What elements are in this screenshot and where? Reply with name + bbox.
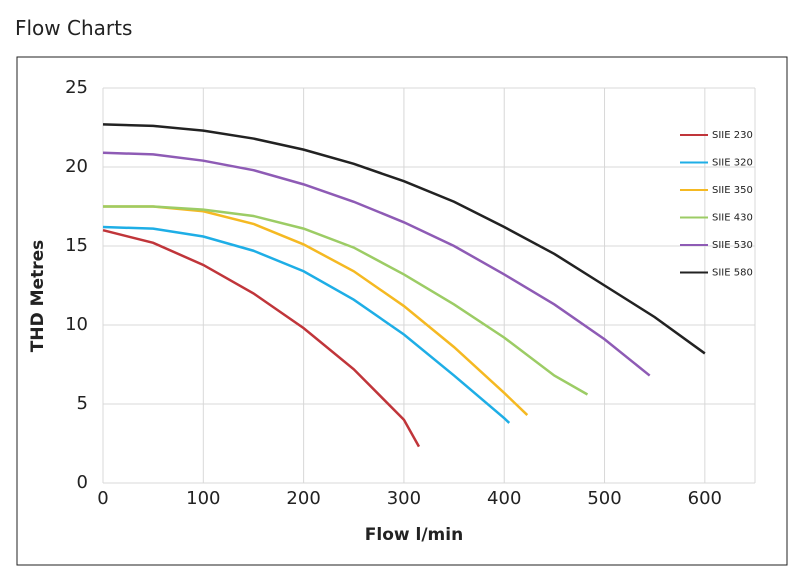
y-tick-label: 15 bbox=[65, 235, 88, 256]
y-tick-label: 0 bbox=[77, 472, 88, 493]
line bbox=[102, 228, 421, 448]
legend-label: SIIE 580 bbox=[712, 268, 753, 279]
line bbox=[102, 151, 651, 377]
y-tick-label: 20 bbox=[65, 156, 88, 177]
y-tick-label: 10 bbox=[65, 314, 88, 335]
line bbox=[102, 123, 706, 355]
legend-label: SIIE 350 bbox=[712, 185, 753, 196]
x-tick-label: 0 bbox=[97, 488, 108, 509]
page-title: Flow Charts bbox=[15, 16, 133, 40]
legend-label: SIIE 530 bbox=[712, 240, 753, 251]
legend-label: SIIE 430 bbox=[712, 213, 753, 224]
line bbox=[103, 205, 589, 396]
x-axis-label: Flow l/min bbox=[365, 525, 463, 545]
y-tick-label: 25 bbox=[65, 77, 88, 98]
y-axis-label: THD Metres bbox=[28, 240, 48, 352]
legend-label: SIIE 230 bbox=[712, 130, 753, 141]
chart-frame bbox=[16, 56, 788, 566]
x-tick-label: 600 bbox=[688, 488, 722, 509]
x-tick-label: 200 bbox=[286, 488, 320, 509]
x-tick-label: 500 bbox=[587, 488, 621, 509]
x-tick-label: 400 bbox=[487, 488, 521, 509]
x-tick-label: 100 bbox=[186, 488, 220, 509]
x-tick-label: 300 bbox=[387, 488, 421, 509]
line bbox=[102, 225, 511, 424]
y-tick-label: 5 bbox=[77, 393, 88, 414]
legend-label: SIIE 320 bbox=[712, 158, 753, 169]
